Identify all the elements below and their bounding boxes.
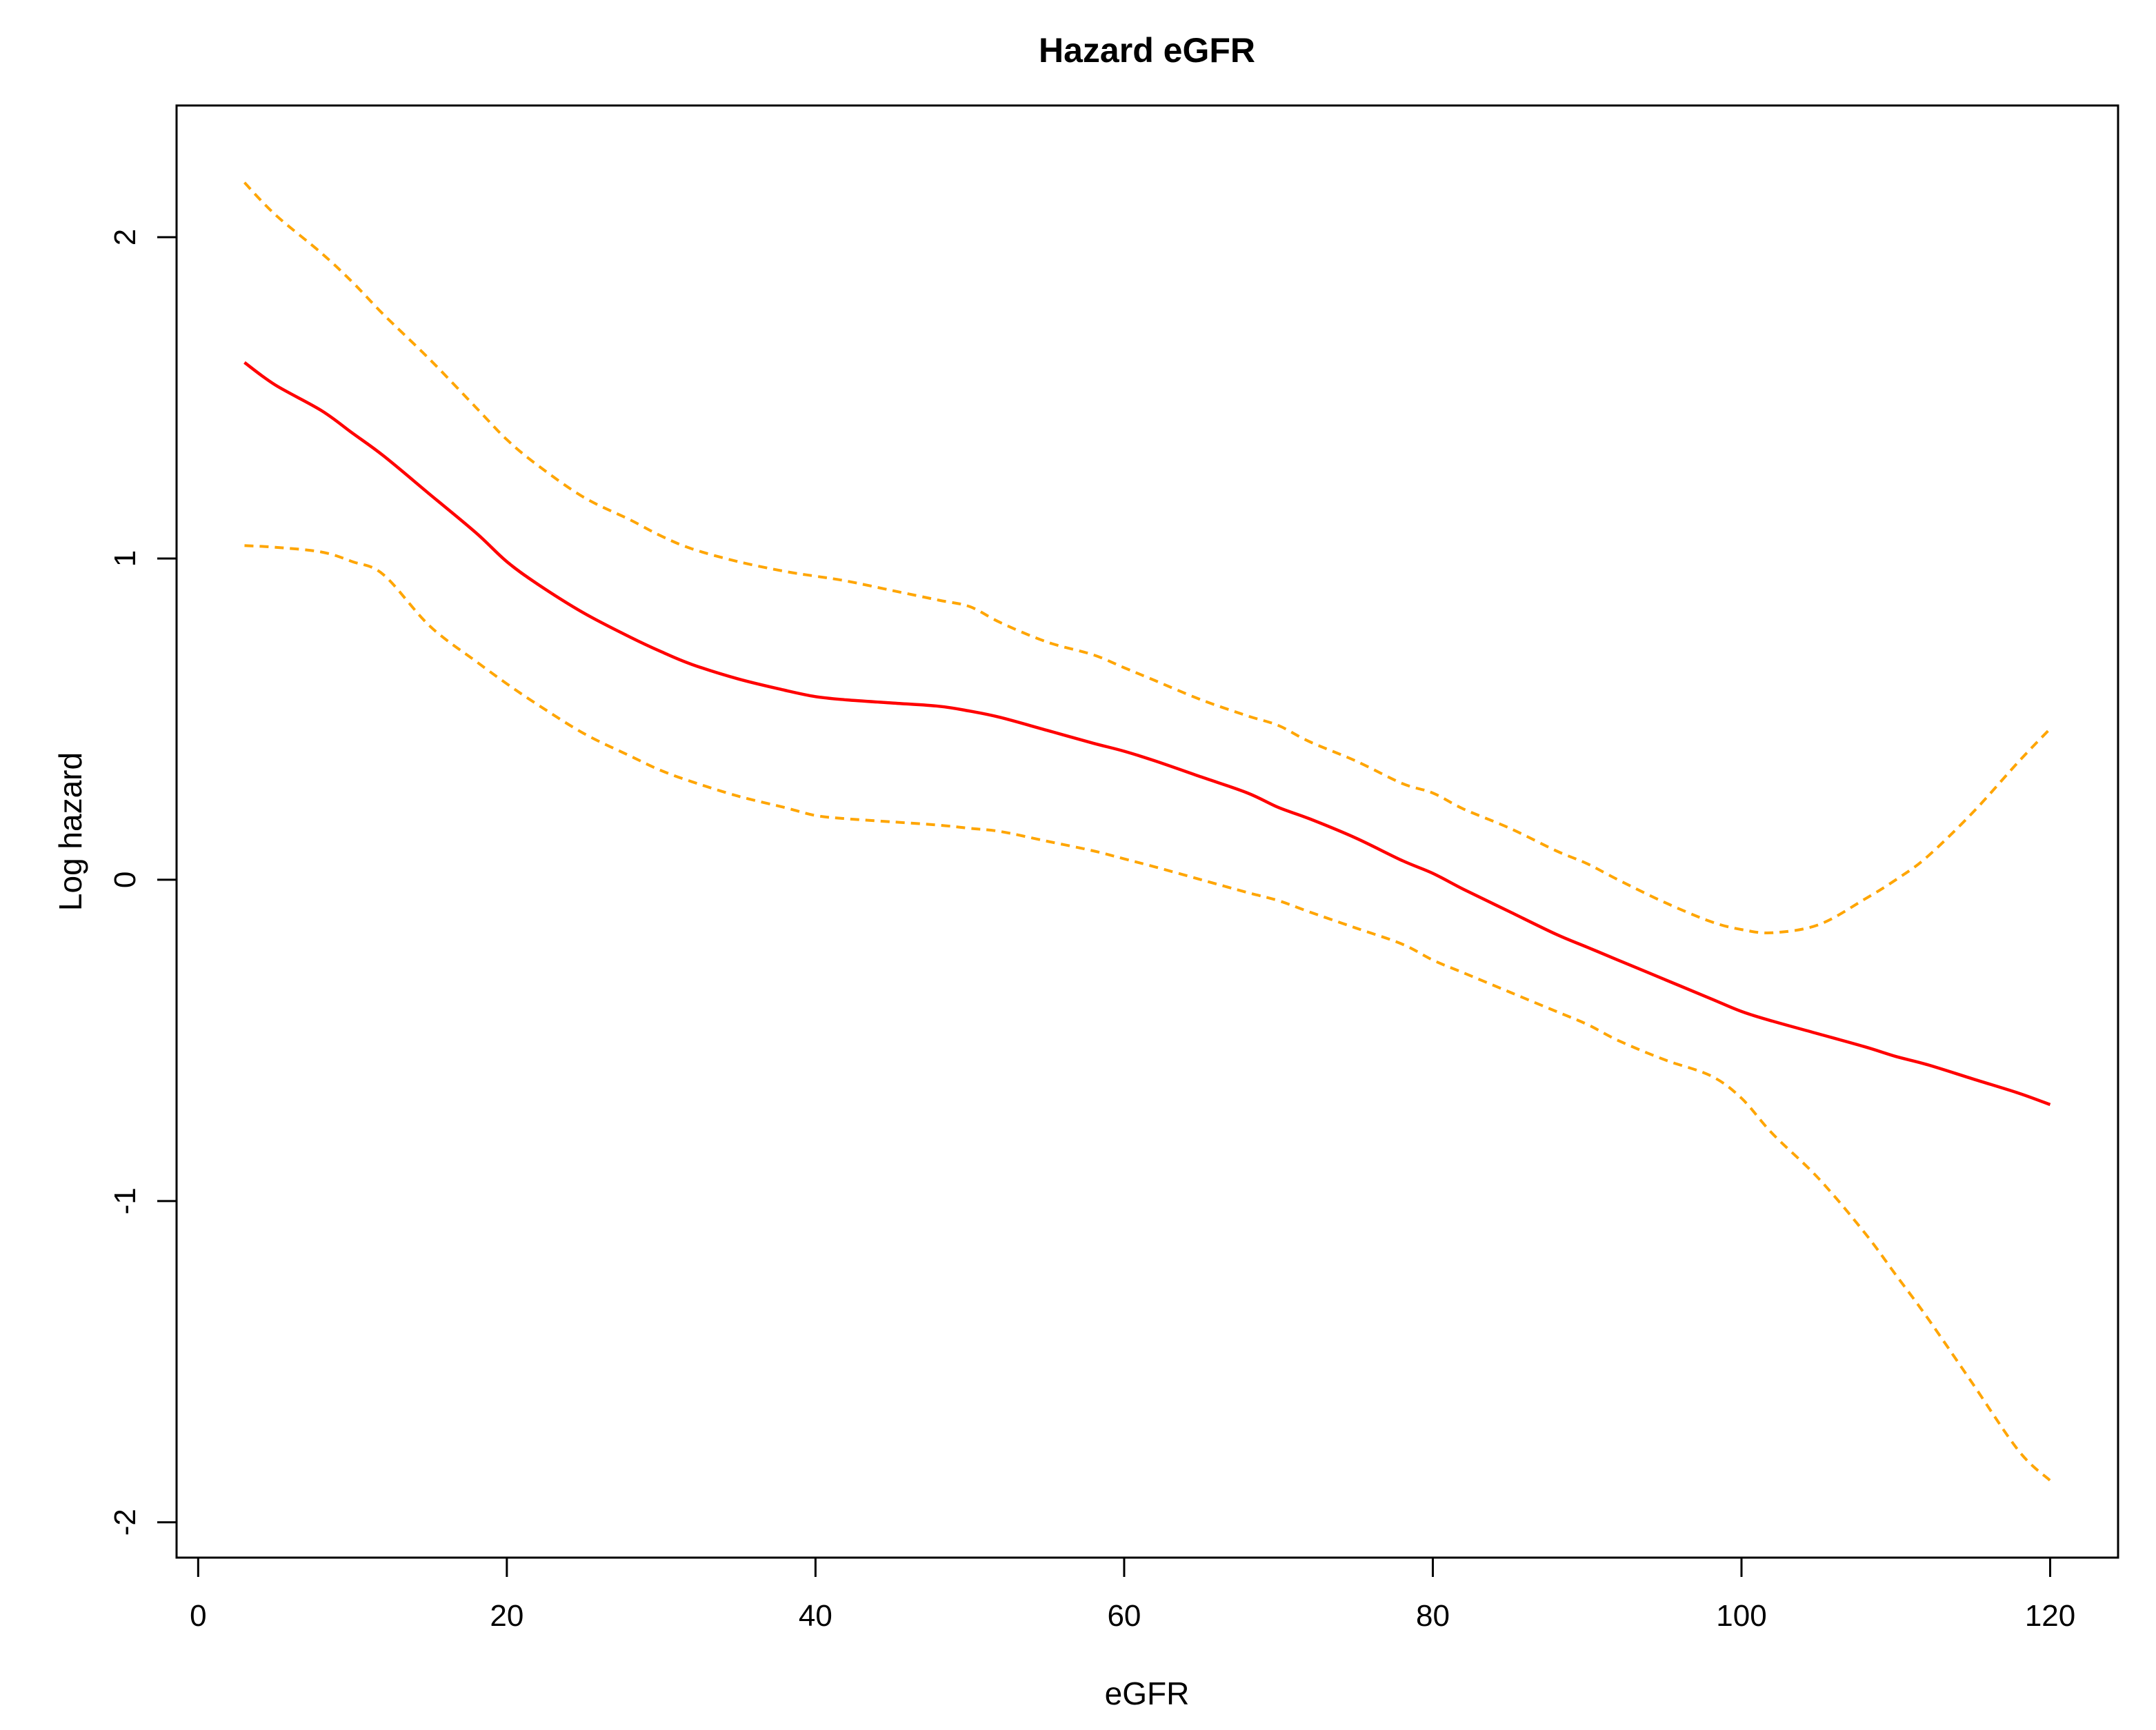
chart-title: Hazard eGFR [1039,31,1255,70]
x-tick-label: 80 [1416,1599,1450,1633]
x-tick-label: 60 [1107,1599,1141,1633]
upper-ci-line [243,181,2051,935]
series-lines [243,181,2051,1482]
y-tick-label: 2 [108,229,142,245]
y-axis-ticks: -2 -1 0 1 2 [108,229,177,1536]
y-tick-label: 0 [108,872,142,888]
x-tick-label: 40 [799,1599,832,1633]
y-tick-label: 1 [108,550,142,567]
plot-area-border [175,104,2119,1559]
y-tick-label: -1 [108,1187,142,1214]
y-axis-label: Log hazard [52,752,88,911]
x-tick-label: 120 [2025,1599,2075,1633]
y-tick-label: -2 [108,1509,142,1536]
x-axis-ticks: 0 20 40 60 80 100 120 [190,1558,2075,1633]
lower-ci-line [244,544,2051,1482]
x-axis-label: eGFR [1105,1676,1190,1711]
estimate-line [243,361,2051,1107]
x-tick-label: 20 [490,1599,523,1633]
x-tick-label: 0 [190,1599,206,1633]
x-tick-label: 100 [1716,1599,1766,1633]
